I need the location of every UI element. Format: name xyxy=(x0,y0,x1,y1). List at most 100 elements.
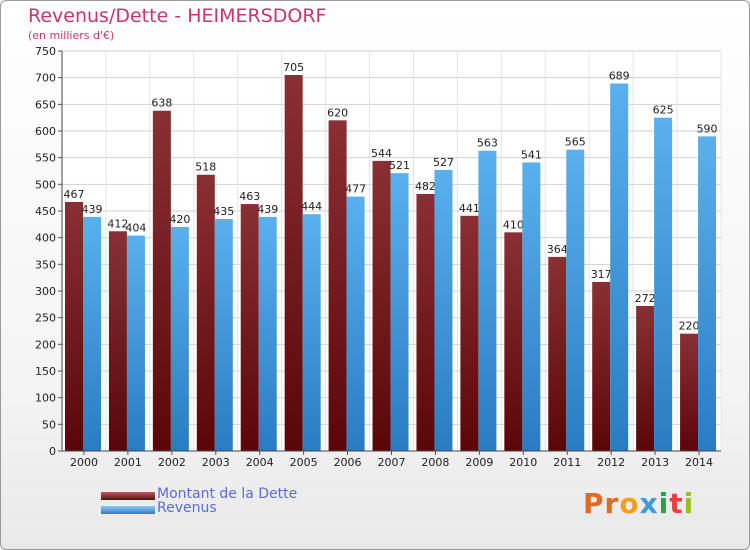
value-label-debt: 467 xyxy=(64,188,85,201)
value-label-revenue: 590 xyxy=(697,122,718,135)
x-tick-label: 2004 xyxy=(246,456,274,469)
bar-revenue xyxy=(302,214,321,451)
x-tick-label: 2003 xyxy=(202,456,230,469)
chart-subtitle: (en milliers d'€) xyxy=(28,29,115,42)
y-tick-label: 0 xyxy=(49,445,56,458)
x-tick-label: 2002 xyxy=(158,456,186,469)
x-tick-label: 2007 xyxy=(378,456,406,469)
value-label-revenue: 404 xyxy=(125,222,146,235)
bar-debt xyxy=(152,110,171,451)
bar-revenue xyxy=(522,162,541,451)
x-tick-label: 2013 xyxy=(641,456,669,469)
legend-label-revenue: Revenus xyxy=(157,500,217,516)
value-label-debt: 317 xyxy=(591,268,612,281)
bar-debt xyxy=(504,232,523,451)
bar-debt xyxy=(196,174,215,451)
logo-letter: x xyxy=(639,487,659,520)
legend-label-debt: Montant de la Dette xyxy=(157,486,298,502)
logo-letter: i xyxy=(658,487,670,520)
bar-debt xyxy=(548,256,567,451)
y-tick-label: 700 xyxy=(35,72,56,85)
value-label-debt: 518 xyxy=(195,161,216,174)
value-label-debt: 412 xyxy=(107,217,128,230)
bar-debt xyxy=(108,231,127,451)
bar-revenue xyxy=(83,216,101,451)
y-tick-label: 350 xyxy=(35,258,56,271)
value-label-debt: 220 xyxy=(679,320,700,333)
bar-debt xyxy=(284,75,303,451)
value-label-debt: 441 xyxy=(459,202,480,215)
bar-debt xyxy=(372,160,391,451)
y-tick-label: 50 xyxy=(42,418,56,431)
x-tick-label: 2011 xyxy=(553,456,581,469)
value-label-revenue: 420 xyxy=(169,213,190,226)
bar-debt xyxy=(636,305,655,451)
y-tick-label: 450 xyxy=(35,205,56,218)
legend-swatch-revenue xyxy=(101,506,155,514)
proxiti-logo: Proxiti xyxy=(583,487,694,520)
bar-debt xyxy=(416,193,435,451)
bar-revenue xyxy=(214,219,233,451)
value-label-revenue: 435 xyxy=(213,205,234,218)
bar-debt xyxy=(65,201,83,451)
logo-letter: i xyxy=(683,487,695,520)
y-tick-label: 100 xyxy=(35,392,56,405)
x-tick-label: 2008 xyxy=(421,456,449,469)
bar-debt xyxy=(460,215,479,451)
logo-letter: o xyxy=(619,487,640,520)
value-label-revenue: 689 xyxy=(609,70,630,83)
value-label-revenue: 444 xyxy=(301,200,322,213)
legend-swatch-debt xyxy=(101,492,155,500)
y-tick-label: 750 xyxy=(35,45,56,58)
bar-debt xyxy=(592,281,611,451)
logo-letter: r xyxy=(604,487,620,520)
bar-debt xyxy=(328,120,347,451)
value-label-debt: 272 xyxy=(635,292,656,305)
x-tick-label: 2010 xyxy=(509,456,537,469)
bar-revenue xyxy=(390,173,409,451)
bar-debt xyxy=(240,204,259,451)
y-tick-label: 250 xyxy=(35,312,56,325)
x-tick-label: 2014 xyxy=(685,456,713,469)
value-label-revenue: 527 xyxy=(433,156,454,169)
y-tick-label: 550 xyxy=(35,152,56,165)
value-label-revenue: 541 xyxy=(521,148,542,161)
bar-revenue xyxy=(478,150,497,451)
value-label-revenue: 563 xyxy=(477,137,498,150)
chart-title: Revenus/Dette - HEIMERSDORF xyxy=(28,5,327,27)
y-tick-label: 650 xyxy=(35,98,56,111)
y-tick-label: 150 xyxy=(35,365,56,378)
x-tick-label: 2012 xyxy=(597,456,625,469)
x-tick-label: 2009 xyxy=(465,456,493,469)
y-tick-label: 300 xyxy=(35,285,56,298)
logo-letter: P xyxy=(583,487,605,520)
value-label-debt: 482 xyxy=(415,180,436,193)
bar-debt xyxy=(680,333,699,451)
y-tick-label: 400 xyxy=(35,232,56,245)
value-label-debt: 410 xyxy=(503,218,524,231)
value-label-debt: 620 xyxy=(327,106,348,119)
y-tick-label: 200 xyxy=(35,338,56,351)
bar-revenue xyxy=(610,83,629,452)
value-label-revenue: 521 xyxy=(389,159,410,172)
bar-revenue xyxy=(698,136,717,452)
bar-revenue xyxy=(170,227,189,451)
x-tick-label: 2006 xyxy=(334,456,362,469)
value-label-revenue: 439 xyxy=(82,203,103,216)
bar-revenue xyxy=(566,149,585,451)
bar-revenue xyxy=(258,216,277,451)
x-tick-label: 2000 xyxy=(70,456,98,469)
value-label-revenue: 477 xyxy=(345,183,366,196)
value-label-debt: 364 xyxy=(547,243,568,256)
value-label-debt: 705 xyxy=(283,61,304,74)
value-label-debt: 463 xyxy=(239,190,260,203)
value-label-revenue: 439 xyxy=(257,203,278,216)
value-label-debt: 638 xyxy=(151,97,172,110)
value-label-debt: 544 xyxy=(371,147,392,160)
x-tick-label: 2001 xyxy=(114,456,142,469)
bar-revenue xyxy=(654,117,673,452)
value-label-revenue: 625 xyxy=(653,104,674,117)
x-tick-label: 2005 xyxy=(290,456,318,469)
